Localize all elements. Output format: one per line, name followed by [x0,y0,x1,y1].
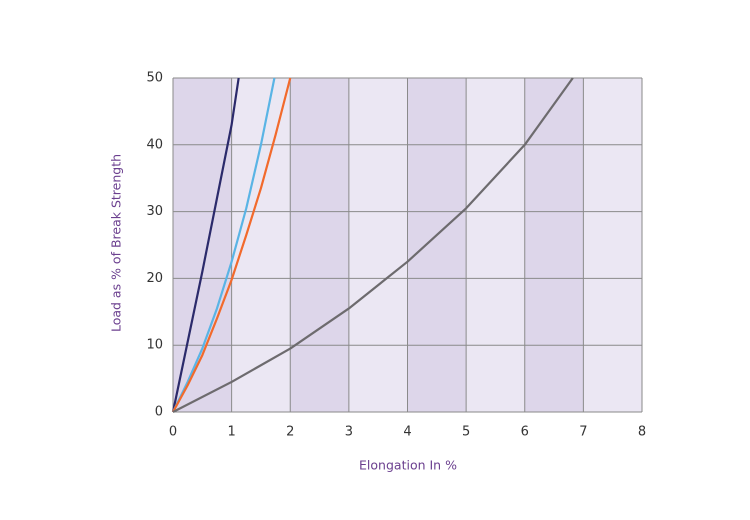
x-tick-label: 5 [462,425,470,440]
grid [172,77,643,413]
y-tick-label: 50 [146,71,163,86]
x-tick-label: 4 [403,425,411,440]
lines [171,77,574,413]
x-axis-title: Elongation In % [359,458,457,473]
x-tick-label: 7 [579,425,587,440]
series-line [172,77,276,413]
series-line [171,77,240,413]
series-line [172,77,292,413]
y-axis-title: Load as % of Break Strength [109,154,124,332]
band [583,78,642,412]
band [290,78,349,412]
plot-background [173,78,642,412]
y-tick-label: 40 [146,137,163,152]
y-tick-label: 10 [146,338,163,353]
y-tick-label: 30 [146,204,163,219]
band [173,78,232,412]
x-tick-label: 6 [521,425,529,440]
band [407,78,467,412]
y-tick-label: 0 [155,405,163,420]
band [524,78,584,412]
x-tick-label: 0 [169,425,177,440]
x-tick-label: 2 [286,425,294,440]
x-tick-label: 3 [345,425,353,440]
series-line [172,77,574,413]
x-tick-label: 1 [227,425,235,440]
x-tick-label: 8 [638,425,646,440]
y-tick-label: 20 [146,271,163,286]
band [231,78,291,412]
labels: 0 1 2 3 4 5 6 7 8 0 10 20 30 40 50 [146,71,646,440]
band [348,78,408,412]
band [466,78,525,412]
